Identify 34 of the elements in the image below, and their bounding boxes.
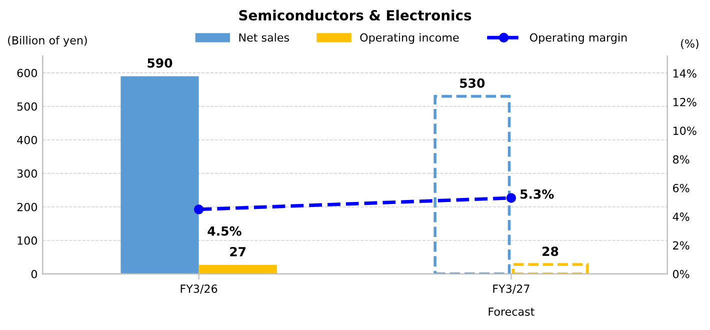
y-tick-label: 400 bbox=[17, 136, 37, 144]
y2-tick-label: 4% bbox=[672, 212, 690, 221]
data-label: 27 bbox=[230, 246, 246, 256]
bar bbox=[512, 263, 589, 274]
data-label: 28 bbox=[542, 246, 558, 256]
data-label: 5.3% bbox=[520, 189, 554, 199]
legend-label: Operating income bbox=[360, 33, 459, 44]
y2-tick-label: 2% bbox=[673, 241, 690, 250]
data-label: 590 bbox=[148, 58, 172, 68]
y-tick-label: 300 bbox=[17, 169, 37, 178]
data-label: 4.5% bbox=[208, 226, 242, 236]
y-tick-label: 600 bbox=[17, 68, 37, 78]
y2-tick-label: 8% bbox=[673, 155, 690, 164]
y2-tick-label: 14% bbox=[673, 69, 696, 78]
y-tick-label: 500 bbox=[17, 102, 37, 111]
legend-label: Operating margin bbox=[530, 33, 627, 44]
y-tick-label: 100 bbox=[18, 236, 37, 245]
x-tick-label: FY3/26 bbox=[180, 284, 218, 294]
legend-label: Net sales bbox=[239, 33, 290, 42]
data-label: 530 bbox=[460, 78, 485, 88]
y-axis-title: (Billion of yen) bbox=[8, 36, 87, 47]
chart-title: Semiconductors & Electronics bbox=[239, 10, 472, 21]
text: Forecast bbox=[488, 308, 534, 316]
y2-tick-label: 10% bbox=[673, 126, 696, 135]
y2-tick-label: 0% bbox=[672, 270, 690, 278]
x-tick-label: FY3/27 bbox=[493, 284, 530, 294]
y2-axis-title: (%) bbox=[681, 39, 698, 50]
y-tick-label: 0 bbox=[31, 270, 37, 278]
y2-tick-label: 6% bbox=[673, 184, 690, 192]
y2-tick-label: 12% bbox=[673, 98, 696, 106]
bar bbox=[198, 264, 277, 274]
bar bbox=[434, 94, 511, 274]
bar bbox=[120, 76, 199, 274]
y-tick-label: 200 bbox=[17, 202, 37, 212]
